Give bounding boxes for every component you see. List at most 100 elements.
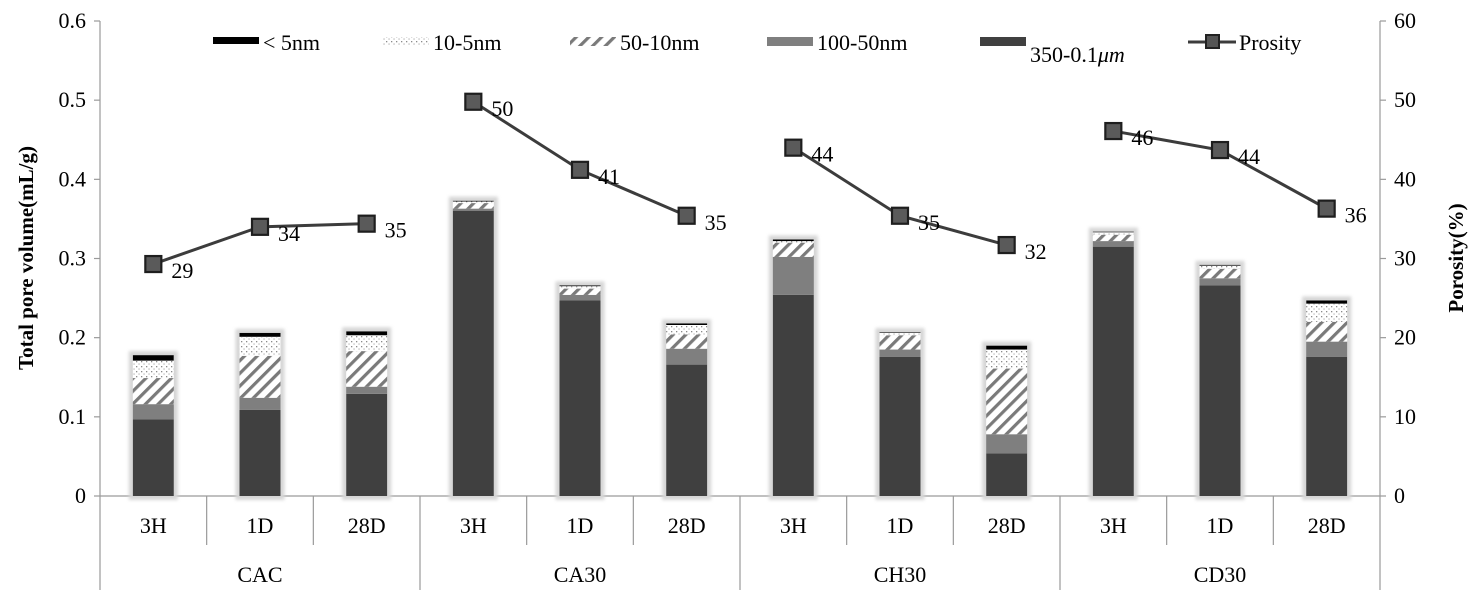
bar-segment-350-0-1-m [559, 300, 601, 496]
bar-segment--5nm [1306, 300, 1348, 304]
porosity-value-label: 32 [1025, 239, 1047, 264]
bar-segment--5nm [986, 345, 1028, 350]
bar-segment-10-5nm [1306, 303, 1348, 322]
porosity-line: 29 34 35 50 41 35 44 35 32 46 44 36 [144, 92, 1367, 283]
bar-segment-350-0-1-m [452, 211, 494, 496]
group-label: CH30 [874, 562, 927, 587]
porosity-marker [144, 254, 163, 274]
porosity-marker [357, 214, 376, 233]
bar-segment-10-5nm [452, 201, 494, 204]
bar-segment-100-50nm [239, 397, 281, 410]
y2-tick-label: 60 [1394, 8, 1416, 33]
bar-segment--5nm [772, 239, 814, 242]
porosity-value-label: 46 [1131, 125, 1153, 150]
bar-segment--5nm [132, 355, 174, 361]
y-tick-label: 0.2 [59, 325, 87, 350]
bar-segment-100-50nm [986, 434, 1028, 454]
y2-tick-label: 50 [1394, 87, 1416, 112]
group-label: CAC [237, 562, 282, 587]
porosity-value-label: 44 [1238, 144, 1260, 169]
bar-segment-100-50nm [132, 404, 174, 420]
bar-segment-350-0-1-m [1092, 246, 1134, 496]
porosity-marker [570, 160, 590, 179]
bar-segment--5nm [1199, 264, 1241, 266]
porosity-value-label: 35 [385, 218, 407, 243]
bar-stack [879, 332, 921, 496]
porosity-marker [890, 206, 910, 225]
legend-item-350-0-1um: 350-0.1μm [980, 37, 1125, 67]
bar-stack [452, 200, 494, 496]
y2-tick-label: 20 [1394, 325, 1416, 350]
bar-segment-50-10nm [132, 378, 174, 405]
porosity-marker [1210, 140, 1230, 160]
bar-segment-10-5nm [986, 349, 1028, 369]
category-label: 3H [780, 513, 807, 538]
bar-segment-10-5nm [239, 336, 281, 356]
bar-stack [1306, 300, 1348, 496]
bar-stack [666, 323, 708, 496]
y-tick-label: 0 [75, 483, 86, 508]
bar-segment-100-50nm [559, 294, 601, 301]
group-label: CA30 [554, 562, 607, 587]
bar-segment-350-0-1-m [1199, 285, 1241, 496]
porosity-value-label: 44 [811, 142, 833, 167]
bar-segment-10-5nm [666, 325, 708, 335]
bar-segment-50-10nm [1092, 234, 1134, 242]
legend-item-prosity: Prosity [1188, 30, 1301, 55]
bar-segment-100-50nm [1092, 241, 1134, 247]
bar-segment-350-0-1-m [346, 393, 388, 496]
legend-item-10-5nm: 10-5nm [383, 30, 501, 55]
y-axis-title: Total pore volume(mL/g) [14, 146, 38, 370]
porosity-value-label: 41 [598, 164, 620, 189]
category-label: 3H [140, 513, 167, 538]
bar-segment-350-0-1-m [132, 419, 174, 496]
legend-label-350-0-1um: 350-0.1μm [1030, 42, 1125, 67]
bar-segment-350-0-1-m [239, 409, 281, 496]
bar-stack [1199, 264, 1241, 496]
legend-item-lt5nm: < 5nm [213, 30, 320, 55]
porosity-value-label: 35 [918, 210, 940, 235]
bar-segment-100-50nm [452, 208, 494, 211]
porosity-value-label: 29 [171, 258, 193, 283]
category-label: 3H [1100, 513, 1127, 538]
legend-label-prosity: Prosity [1239, 30, 1301, 55]
bar-stack [239, 332, 281, 496]
y-tick-label: 0.6 [59, 8, 87, 33]
porosity-marker [250, 217, 270, 236]
porosity-value-label: 36 [1345, 203, 1367, 228]
group-label: CD30 [1194, 562, 1247, 587]
bar-stack [1092, 231, 1134, 496]
porosity-value-label: 34 [278, 221, 300, 246]
legend: < 5nm 10-5nm 50-10nm 100-50nm 350-0.1μm … [213, 30, 1301, 67]
bar-segment-50-10nm [666, 334, 708, 349]
category-label: 28D [1308, 513, 1346, 538]
y2-tick-label: 0 [1394, 483, 1405, 508]
bar-segment-10-5nm [1199, 265, 1241, 269]
bar-segment--5nm [452, 200, 494, 202]
bar-segment-50-10nm [239, 355, 281, 398]
bar-segment--5nm [559, 285, 601, 287]
bar-segment-50-10nm [1306, 321, 1348, 342]
bar-stack [132, 355, 174, 496]
category-label: 28D [988, 513, 1026, 538]
porosity-marker [784, 138, 803, 157]
bar-segment-350-0-1-m [666, 364, 708, 496]
bar-segment-100-50nm [346, 386, 388, 394]
category-label: 3H [460, 513, 487, 538]
category-label: 1D [247, 513, 274, 538]
porosity-marker [1104, 121, 1123, 141]
porosity-marker [464, 92, 483, 111]
y-tick-label: 0.1 [59, 404, 87, 429]
bar-segment-100-50nm [879, 349, 921, 357]
bar-segment-10-5nm [1092, 232, 1134, 235]
category-label: 28D [668, 513, 706, 538]
bar-segment-350-0-1-m [986, 453, 1028, 496]
y2-tick-label: 30 [1394, 246, 1416, 271]
bar-segment-50-10nm [346, 351, 388, 387]
porosity-marker [997, 235, 1016, 255]
porosity-value-label: 50 [491, 96, 513, 121]
y2-tick-label: 40 [1394, 166, 1416, 191]
bar-stack [346, 331, 388, 496]
bar-segment--5nm [1092, 231, 1134, 233]
